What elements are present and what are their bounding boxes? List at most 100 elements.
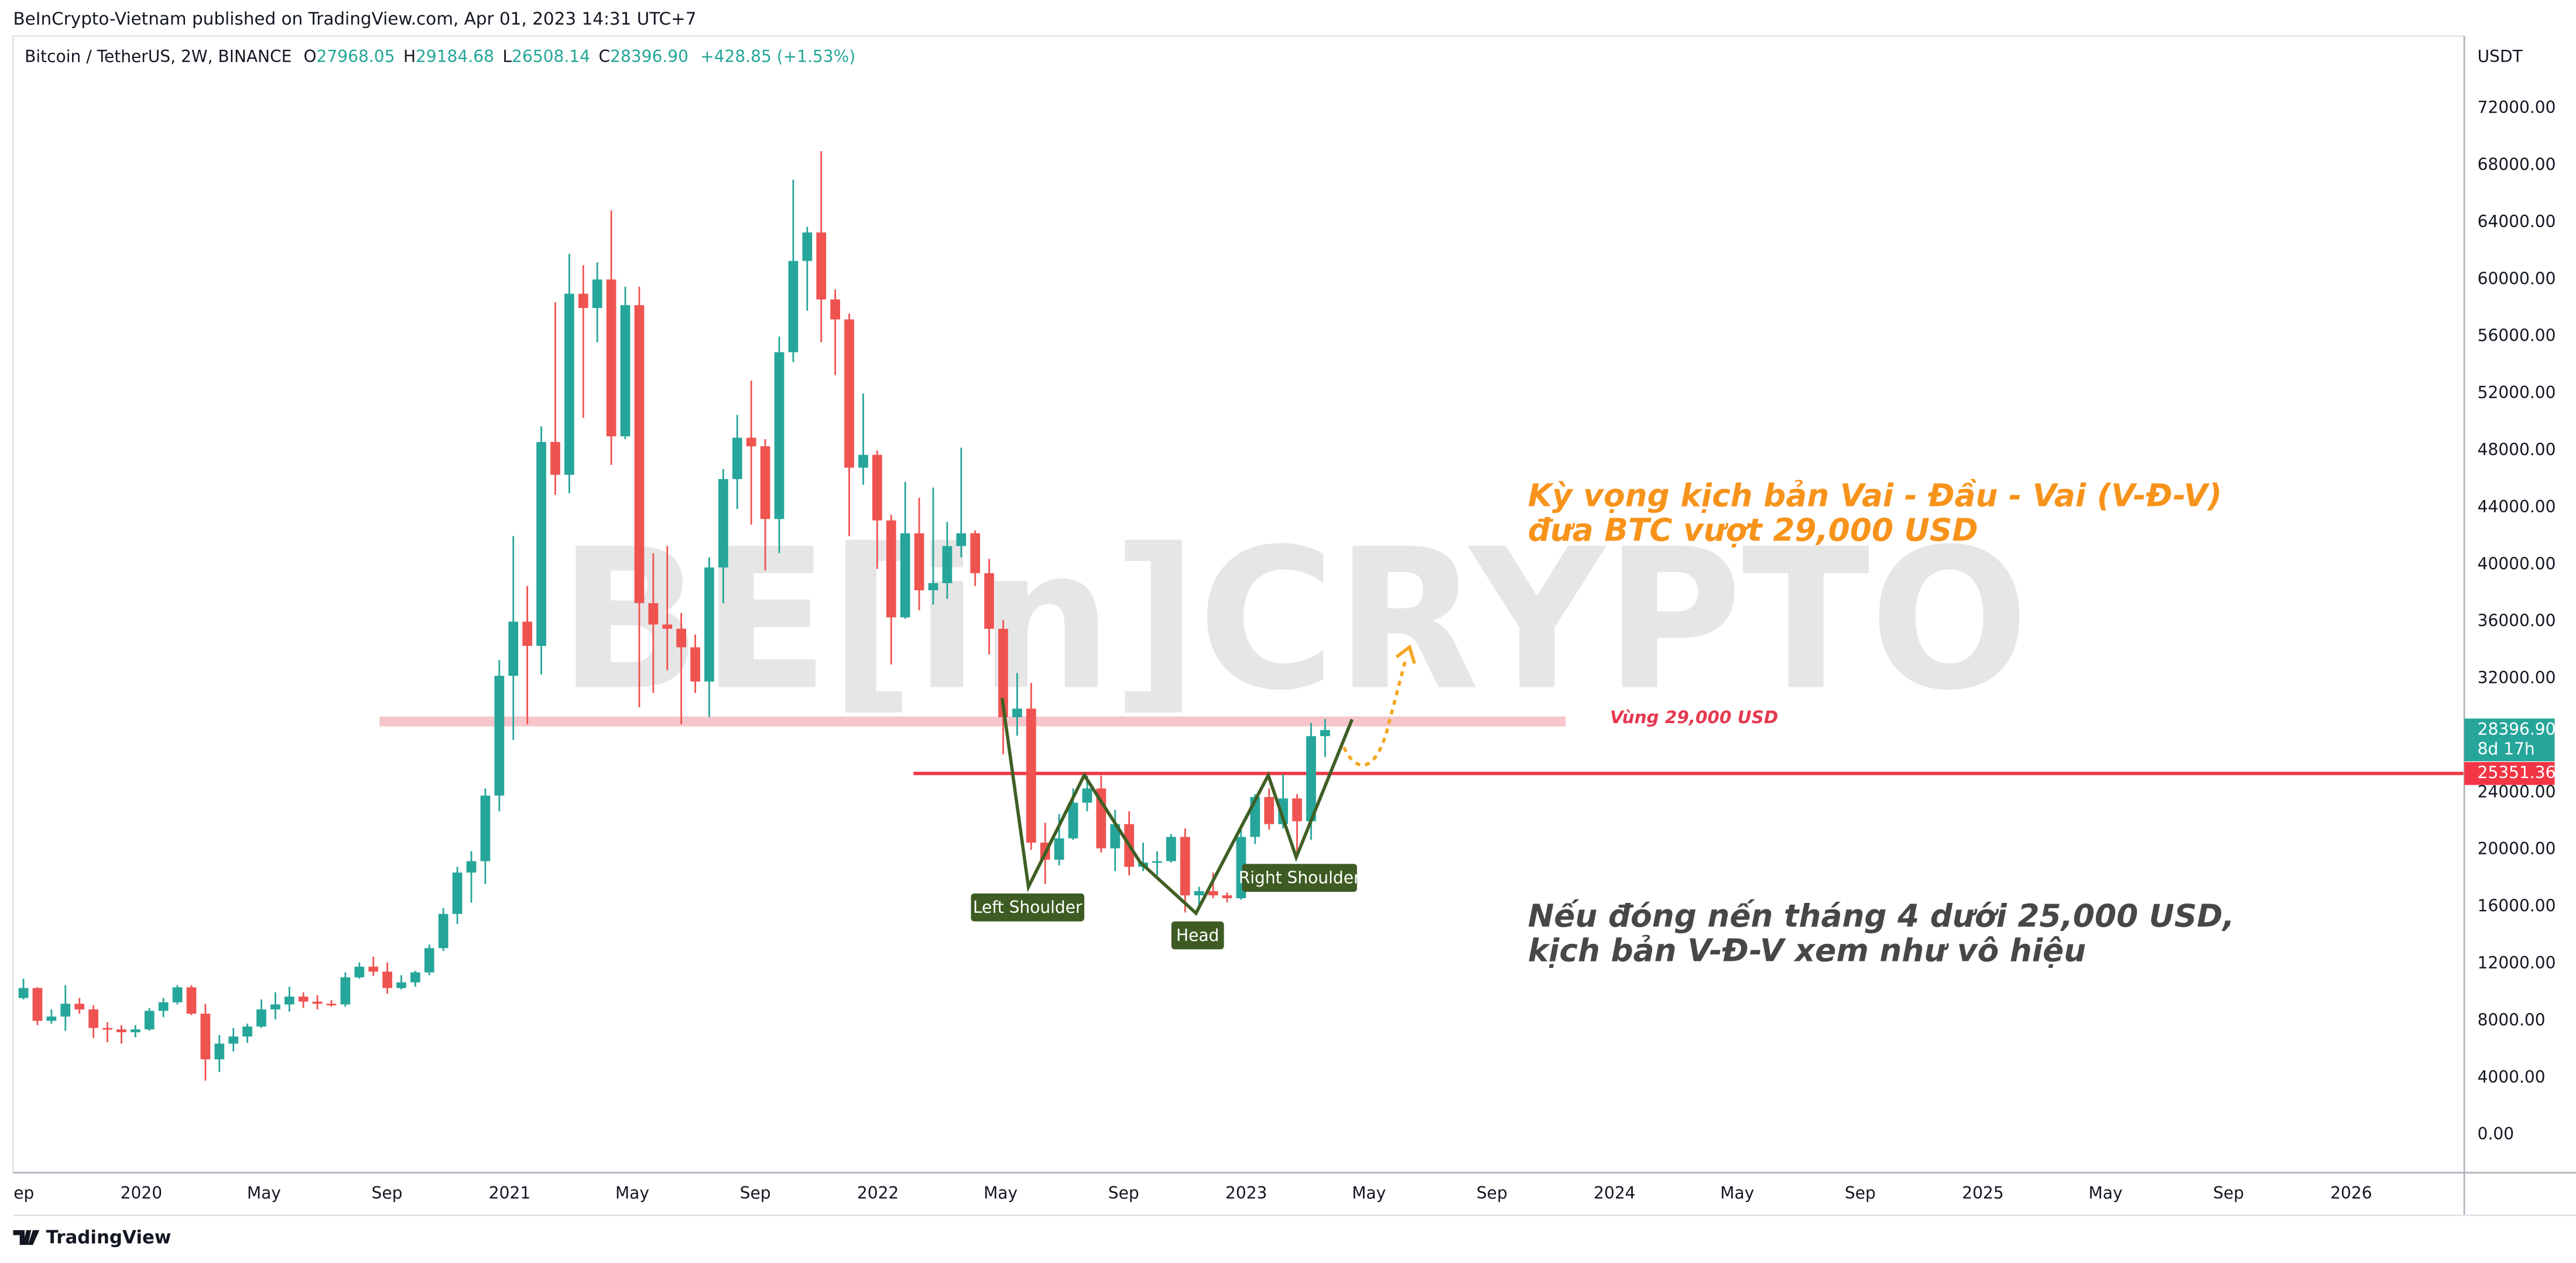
ohlc-change: +428.85 (+1.53%) [700, 47, 855, 66]
last-price-box [2464, 718, 2555, 762]
symbol-legend: Bitcoin / TetherUS, 2W, BINANCE O27968.0… [25, 47, 855, 66]
candle-body [494, 676, 505, 796]
currency: USDT [2478, 47, 2523, 66]
publisher: BeInCrypto-Vietnam published on TradingV… [13, 9, 696, 29]
candle-body [718, 479, 728, 568]
candle-body [74, 1004, 85, 1009]
candle-body [480, 795, 491, 861]
symbol: Bitcoin / TetherUS, 2W, BINANCE [25, 47, 292, 66]
x-tick-label: May [2088, 1183, 2122, 1203]
candle-body [228, 1036, 239, 1044]
x-tick-label: Sep [1108, 1183, 1139, 1203]
level-price-box [2464, 762, 2555, 785]
candle-body [774, 352, 785, 519]
candle-body [844, 319, 854, 468]
candle-body [18, 988, 29, 998]
ohlc-open: 27968.05 [317, 47, 395, 66]
candle-body [256, 1009, 266, 1027]
x-tick-label: 2024 [1594, 1183, 1635, 1203]
y-tick-label: 40000.00 [2478, 554, 2556, 573]
candle-body [1166, 837, 1176, 861]
candle-body [1082, 788, 1092, 803]
annotation-bearish: kịch bản V-Đ-V xem như vô hiệu [1528, 933, 2086, 969]
x-tick-label: Sep [1845, 1183, 1876, 1203]
x-tick-label: 2021 [489, 1183, 530, 1203]
candle-body [242, 1026, 252, 1037]
candle-body [942, 546, 953, 583]
y-tick-label: 8000.00 [2478, 1010, 2546, 1029]
ohlc-prefix: O [304, 47, 317, 66]
x-tick-label: 2023 [1225, 1183, 1267, 1203]
candle-body [606, 279, 616, 437]
ohlc-low: 26508.14 [512, 47, 590, 66]
candle-body [564, 293, 574, 475]
x-axis: Sep 2020 May Sep 2021 May Sep 2022 May Sep 2023 May… [13, 1183, 2372, 1203]
y-tick-label: 72000.00 [2478, 98, 2556, 117]
logo-icon [13, 1230, 40, 1245]
candle-body [984, 573, 994, 629]
candle-body [1026, 708, 1036, 843]
candle-body [1194, 891, 1204, 896]
candle-body [452, 872, 463, 914]
y-tick-label: 0.00 [2478, 1124, 2514, 1144]
candle-body [648, 603, 659, 625]
y-tick-label: 44000.00 [2478, 497, 2556, 516]
projection-arrow [1342, 656, 1408, 767]
candle-body [704, 567, 714, 682]
annotation-bullish: Kỳ vọng kịch bản Vai - Đầu - Vai (V-Đ-V) [1528, 478, 2222, 514]
x-tick-label: May [1352, 1183, 1386, 1203]
candle-body [130, 1029, 141, 1032]
y-tick-label: 32000.00 [2478, 668, 2556, 687]
candle-body [284, 997, 294, 1005]
candle-body [634, 305, 645, 604]
zone-band [379, 716, 1566, 727]
candle-body [144, 1011, 155, 1030]
ohlc-prefix: L [502, 47, 512, 66]
candle-body [1264, 797, 1275, 824]
y-tick-label: 56000.00 [2478, 326, 2556, 345]
y-tick-label: 16000.00 [2478, 896, 2556, 916]
x-tick-label: Sep [372, 1183, 403, 1203]
candle-body [956, 533, 967, 546]
pattern-label: Left Shoulder [973, 898, 1083, 917]
candle-body [746, 437, 756, 447]
y-tick-label: 64000.00 [2478, 212, 2556, 231]
x-tick-label: 2026 [2330, 1183, 2372, 1203]
candle-body [326, 1004, 337, 1006]
countdown-label: 8d 17h [2478, 739, 2535, 758]
candle-body [550, 441, 560, 475]
candle-body [368, 966, 379, 972]
y-tick-label: 12000.00 [2478, 953, 2556, 973]
y-tick-label: 68000.00 [2478, 155, 2556, 174]
candle-body [1278, 798, 1288, 824]
x-tick-label: 2025 [1962, 1183, 2003, 1203]
candle-body [522, 621, 533, 646]
x-tick-label: May [247, 1183, 281, 1203]
candle-body [592, 279, 602, 309]
y-tick-label: 4000.00 [2478, 1067, 2546, 1087]
level-price-label: 25351.36 [2478, 763, 2556, 782]
candle-body [970, 533, 981, 573]
candle-body [788, 261, 799, 352]
ohlc-prefix: C [599, 47, 611, 66]
candle-body [270, 1004, 280, 1009]
x-tick-label: Sep [1477, 1183, 1508, 1203]
candle-body [872, 454, 882, 521]
candle-body [914, 533, 924, 591]
candle-body [662, 624, 673, 629]
x-tick-label: 2022 [857, 1183, 899, 1203]
ohlc-prefix: H [403, 47, 416, 66]
projection-arrowhead [1395, 644, 1416, 665]
x-tick-label: May [1720, 1183, 1754, 1203]
candle-body [816, 232, 827, 300]
candle-body [46, 1016, 57, 1021]
pattern-label: Head [1176, 926, 1219, 945]
candle-body [802, 232, 813, 261]
ohlc-close: 28396.90 [610, 47, 688, 66]
candle-body [158, 1002, 169, 1011]
candle-body [536, 441, 546, 646]
candle-body [900, 533, 910, 618]
candle-body [830, 299, 840, 320]
candle-body [1054, 838, 1064, 860]
